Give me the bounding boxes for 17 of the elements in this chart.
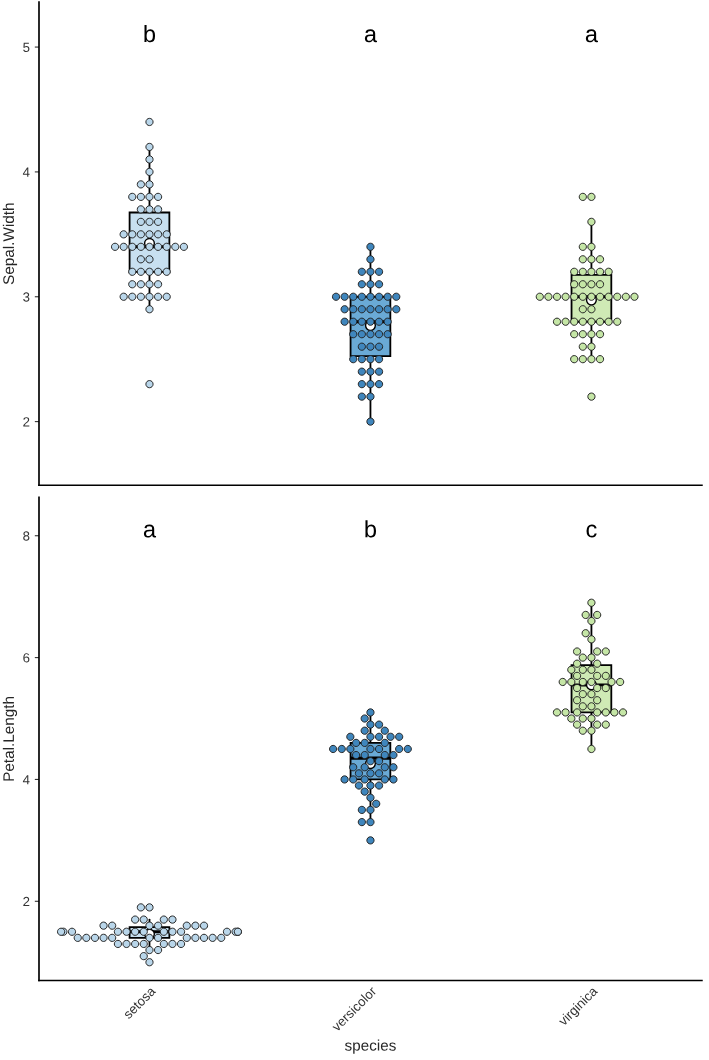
y-tick-label: 3 bbox=[23, 292, 30, 302]
y-tick-label: 4 bbox=[22, 167, 30, 177]
x-axis-title: species bbox=[344, 1039, 396, 1054]
y-tick-label: 4 bbox=[22, 775, 30, 785]
annotation: a bbox=[143, 524, 157, 538]
annotation: a bbox=[585, 29, 598, 43]
y-tick-label: 8 bbox=[23, 531, 30, 541]
annotation: c bbox=[586, 524, 597, 538]
y-tick-label: 2 bbox=[23, 417, 30, 427]
annotation: a bbox=[364, 29, 378, 43]
y-axis-title: Petal.Length bbox=[2, 697, 18, 781]
y-tick-label: 5 bbox=[23, 42, 30, 52]
y-tick-label: 6 bbox=[23, 653, 30, 663]
y-tick-label: 2 bbox=[23, 896, 30, 907]
annotation: b bbox=[365, 520, 377, 538]
annotation: b bbox=[144, 24, 156, 43]
y-axis-title: Sepal.Width bbox=[2, 203, 18, 285]
